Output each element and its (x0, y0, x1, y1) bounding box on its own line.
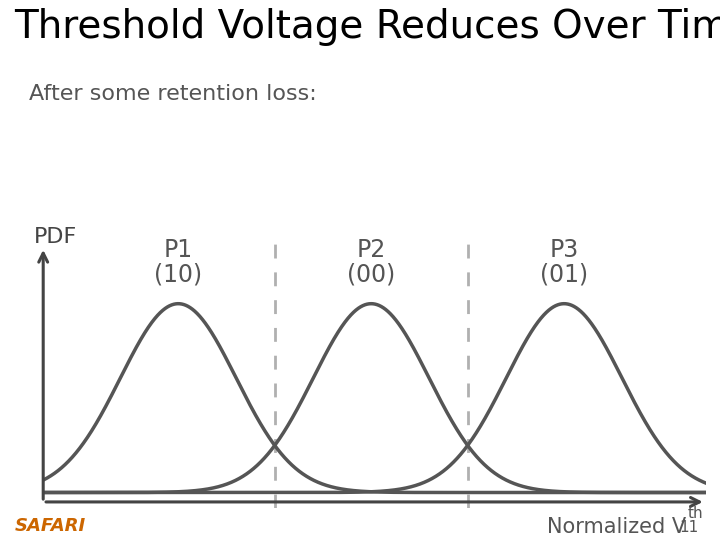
Text: P2: P2 (356, 238, 386, 262)
Text: P1: P1 (163, 238, 193, 262)
Text: 11: 11 (679, 519, 698, 535)
Text: (10): (10) (154, 262, 202, 287)
Text: (01): (01) (540, 262, 588, 287)
Text: Normalized V: Normalized V (547, 517, 686, 537)
Text: After some retention loss:: After some retention loss: (29, 84, 317, 104)
Text: P3: P3 (549, 238, 579, 262)
Text: PDF: PDF (34, 227, 77, 247)
Text: th: th (688, 506, 703, 521)
Text: Threshold Voltage Reduces Over Time: Threshold Voltage Reduces Over Time (14, 8, 720, 46)
Text: (00): (00) (347, 262, 395, 287)
Text: SAFARI: SAFARI (14, 517, 86, 535)
